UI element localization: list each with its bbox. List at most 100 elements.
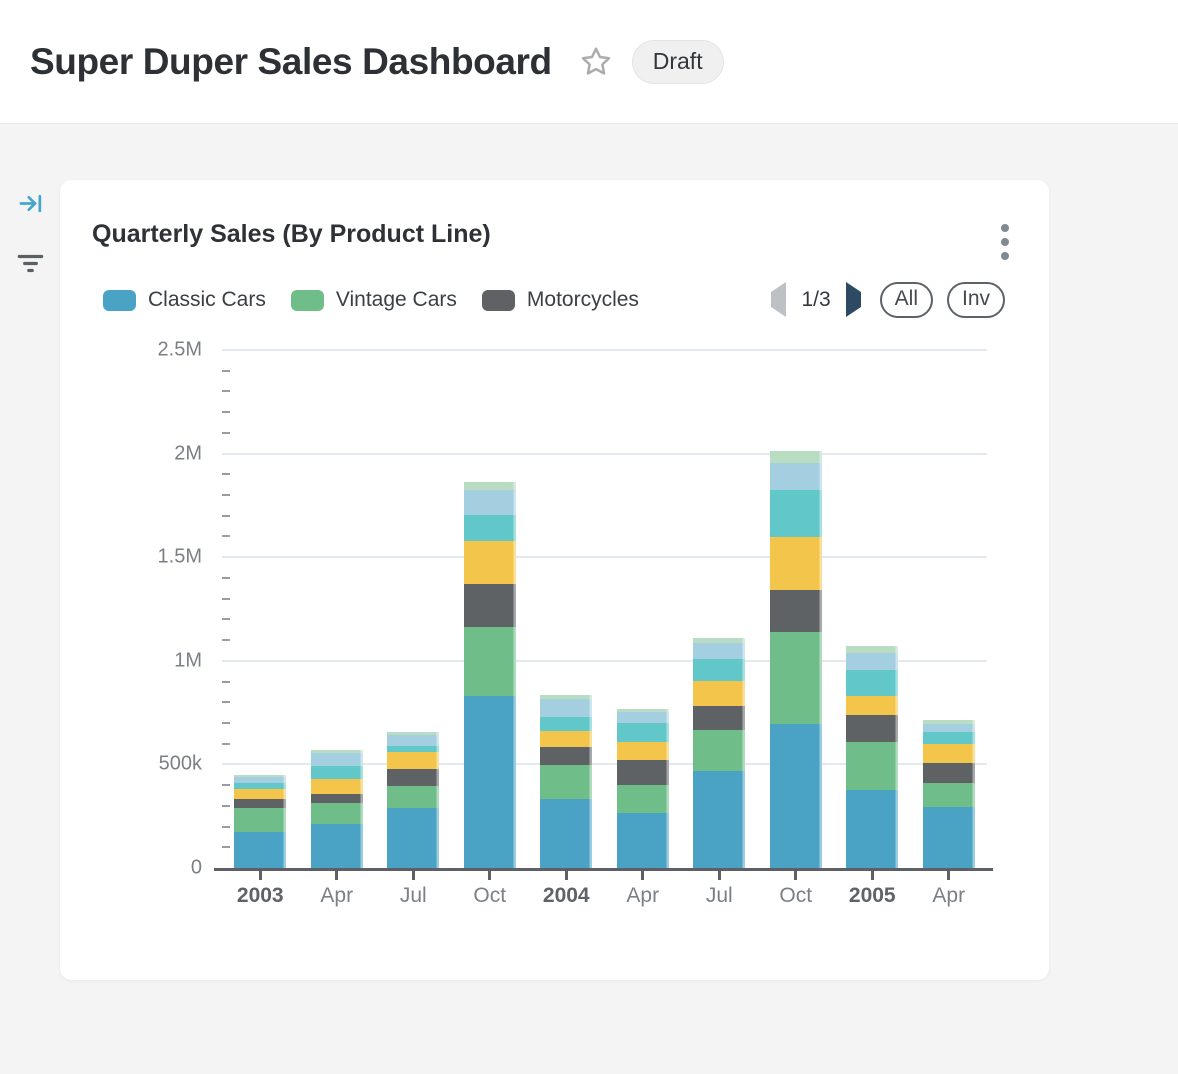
bar-segment-classic-cars[interactable] [540,798,593,868]
bar-segment-motorcycles[interactable] [693,705,746,730]
stacked-bar-oct[interactable] [463,481,516,868]
bar-segment--unlabeled-series-6-light-blue-[interactable] [922,723,975,733]
bar-segment--unlabeled-series-6-light-blue-[interactable] [310,752,363,767]
bar-segment--unlabeled-series-7-pale-green-[interactable] [846,646,899,653]
legend-pager: 1/3 All Inv [771,282,1005,318]
bar-segment-vintage-cars[interactable] [846,742,899,791]
invert-selection-button[interactable]: Inv [946,282,1005,318]
filter-button[interactable] [14,247,47,280]
bar-segment-motorcycles[interactable] [463,584,516,627]
bar-slot [834,350,911,868]
bar-segment--unlabeled-series-6-light-blue-[interactable] [387,734,440,746]
bar-segment-motorcycles[interactable] [540,746,593,765]
collapse-panel-button[interactable] [14,188,47,219]
bar-segment-vintage-cars[interactable] [693,729,746,772]
bar-segment-vintage-cars[interactable] [234,807,287,833]
y-axis-minor-tick [222,618,230,621]
bar-segment-motorcycles[interactable] [769,589,822,633]
bar-segment-vintage-cars[interactable] [922,783,975,808]
bar-segment--unlabeled-series-7-pale-green-[interactable] [310,750,363,753]
bar-segment-motorcycles[interactable] [234,798,287,808]
plot-area [222,349,987,868]
bar-segment--unlabeled-series-5-teal-[interactable] [693,658,746,681]
bar-segment--unlabeled-series-5-teal-[interactable] [234,783,287,789]
stacked-bar-jul[interactable] [387,731,440,868]
bar-segment--unlabeled-series-5-teal-[interactable] [463,515,516,542]
card-menu-button[interactable] [997,220,1013,264]
stacked-bar-apr[interactable] [922,719,975,868]
favorite-star-button[interactable] [578,44,614,80]
stacked-bar-2005[interactable] [846,646,899,868]
bar-segment--unlabeled-series-7-pale-green-[interactable] [616,708,669,713]
stacked-bar-oct[interactable] [769,450,822,868]
stacked-bar-apr[interactable] [616,708,669,868]
bar-segment-classic-cars[interactable] [463,695,516,868]
bar-segment-vintage-cars[interactable] [310,803,363,825]
x-axis-tick [641,871,645,880]
y-axis-minor-tick [222,473,230,476]
bar-segment-vintage-cars[interactable] [540,764,593,799]
x-axis-tick [258,871,262,880]
bar-segment--unlabeled-series-5-teal-[interactable] [922,732,975,744]
bar-segment-vintage-cars[interactable] [769,632,822,724]
select-all-button[interactable]: All [879,282,933,318]
bar-segment-vintage-cars[interactable] [387,786,440,809]
bar-segment--unlabeled-series-7-pale-green-[interactable] [463,481,516,491]
bar-segment-classic-cars[interactable] [234,832,287,868]
stacked-bar-2004[interactable] [540,695,593,868]
bar-segment-classic-cars[interactable] [769,723,822,868]
legend-item-motorcycles[interactable]: Motorcycles [481,288,639,312]
bar-segment--unlabeled-series-7-pale-green-[interactable] [387,731,440,735]
bar-segment--unlabeled-series-5-teal-[interactable] [769,490,822,537]
bar-segment--unlabeled-series-4-yellow-[interactable] [922,743,975,763]
legend-item-vintage-cars[interactable]: Vintage Cars [290,288,457,312]
bar-segment-vintage-cars[interactable] [463,626,516,696]
bar-segment--unlabeled-series-6-light-blue-[interactable] [769,462,822,491]
bar-segment--unlabeled-series-5-teal-[interactable] [616,723,669,743]
bar-segment-motorcycles[interactable] [922,762,975,784]
bar-segment-motorcycles[interactable] [387,769,440,787]
stacked-bar-2003[interactable] [234,775,287,868]
bar-segment-motorcycles[interactable] [616,759,669,786]
bar-segment-motorcycles[interactable] [846,714,899,743]
bar-segment--unlabeled-series-5-teal-[interactable] [310,766,363,780]
bar-segment-classic-cars[interactable] [846,790,899,868]
bar-segment-classic-cars[interactable] [616,813,669,868]
bar-segment--unlabeled-series-4-yellow-[interactable] [846,696,899,715]
stacked-bar-apr[interactable] [310,750,363,868]
bar-segment-classic-cars[interactable] [387,808,440,868]
bar-segment--unlabeled-series-4-yellow-[interactable] [693,680,746,706]
bar-segment--unlabeled-series-6-light-blue-[interactable] [540,698,593,718]
bar-segment--unlabeled-series-7-pale-green-[interactable] [540,695,593,699]
bar-segment--unlabeled-series-4-yellow-[interactable] [463,541,516,585]
bar-segment--unlabeled-series-4-yellow-[interactable] [387,752,440,770]
bar-segment--unlabeled-series-5-teal-[interactable] [846,670,899,697]
bar-segment-classic-cars[interactable] [310,824,363,868]
bar-segment-motorcycles[interactable] [310,794,363,804]
bar-segment--unlabeled-series-6-light-blue-[interactable] [616,712,669,723]
bar-segment--unlabeled-series-4-yellow-[interactable] [616,742,669,760]
bar-segment-classic-cars[interactable] [693,771,746,868]
bar-segment-vintage-cars[interactable] [616,785,669,814]
bar-segment--unlabeled-series-5-teal-[interactable] [387,745,440,753]
bar-segment-classic-cars[interactable] [922,807,975,868]
bar-segment--unlabeled-series-6-light-blue-[interactable] [234,776,287,784]
bar-segment--unlabeled-series-6-light-blue-[interactable] [693,643,746,659]
bar-segment--unlabeled-series-7-pale-green-[interactable] [769,450,822,463]
y-axis-label: 1.5M [157,545,202,568]
status-badge: Draft [631,39,724,84]
stacked-bar-jul[interactable] [693,638,746,868]
x-axis-tick [717,871,721,880]
y-axis-minor-tick [222,701,230,704]
bar-segment--unlabeled-series-4-yellow-[interactable] [540,730,593,747]
bar-segment--unlabeled-series-7-pale-green-[interactable] [922,719,975,724]
bar-segment--unlabeled-series-7-pale-green-[interactable] [693,638,746,644]
bar-segment--unlabeled-series-6-light-blue-[interactable] [846,652,899,671]
bar-segment--unlabeled-series-4-yellow-[interactable] [769,536,822,590]
bar-segment--unlabeled-series-4-yellow-[interactable] [310,779,363,795]
bar-segment--unlabeled-series-6-light-blue-[interactable] [463,490,516,516]
legend-item-classic-cars[interactable]: Classic Cars [103,288,266,312]
bar-segment--unlabeled-series-7-pale-green-[interactable] [234,775,287,777]
bar-segment--unlabeled-series-5-teal-[interactable] [540,717,593,731]
bar-segment--unlabeled-series-4-yellow-[interactable] [234,788,287,799]
